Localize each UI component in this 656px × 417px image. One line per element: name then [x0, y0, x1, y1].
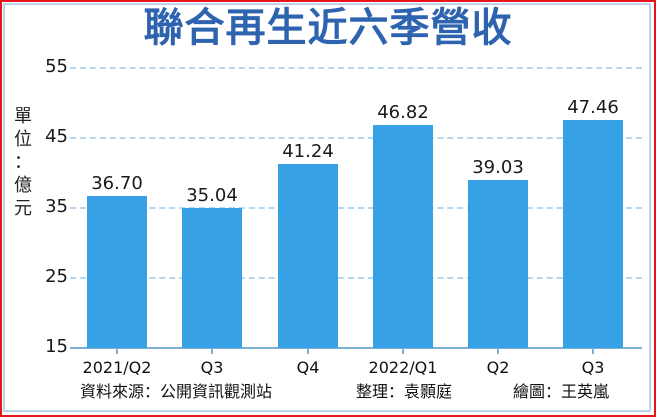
- x-axis-baseline: [70, 347, 642, 349]
- y-axis-label-char: 位: [14, 129, 32, 150]
- editor-credit: 整理：袁顥庭: [356, 382, 453, 401]
- x-tick-mark: [307, 349, 309, 354]
- x-tick-mark: [497, 349, 499, 354]
- x-tick-mark: [211, 349, 213, 354]
- inner-frame: [3, 3, 651, 412]
- y-tick-25: 25: [45, 266, 68, 287]
- value-label: 36.70: [91, 173, 143, 194]
- bar-2022-q3: [563, 120, 623, 348]
- value-label: 35.04: [186, 185, 238, 206]
- x-tick-mark: [402, 349, 404, 354]
- source-credit: 資料來源：公開資訊觀測站: [80, 382, 273, 401]
- value-label: 46.82: [377, 102, 429, 123]
- y-axis-label: 單 位 ： 億 元: [12, 105, 34, 220]
- y-tick-35: 35: [45, 196, 68, 217]
- y-axis-label-char: ：: [14, 152, 32, 173]
- x-tick-mark: [116, 349, 118, 354]
- y-axis-label-char: 億: [14, 175, 32, 196]
- x-label: 2021/Q2: [82, 358, 152, 377]
- x-label: Q3: [581, 358, 605, 377]
- bar-2021-q4: [278, 164, 338, 348]
- bar-2021-q3: [182, 208, 242, 348]
- x-label: 2022/Q1: [368, 358, 438, 377]
- x-label: Q3: [200, 358, 224, 377]
- artist-credit: 繪圖：王英嵐: [513, 382, 610, 401]
- y-tick-45: 45: [45, 126, 68, 147]
- x-label: Q4: [296, 358, 320, 377]
- y-axis-label-char: 元: [14, 198, 32, 219]
- gridline-35: [70, 207, 642, 209]
- bar-2021-q2: [87, 196, 147, 348]
- chart-title: 聯合再生近六季營收: [143, 5, 513, 51]
- bar-2022-q1: [373, 125, 433, 348]
- value-label: 41.24: [282, 141, 334, 162]
- y-tick-15: 15: [45, 336, 68, 357]
- y-axis-label-char: 單: [14, 106, 32, 127]
- x-label: Q2: [486, 358, 510, 377]
- value-label: 47.46: [567, 97, 619, 118]
- x-tick-mark: [592, 349, 594, 354]
- bar-2022-q2: [468, 180, 528, 348]
- gridline-25: [70, 277, 642, 279]
- value-label: 39.03: [472, 157, 524, 178]
- gridline-55: [70, 67, 642, 69]
- gridline-45: [70, 137, 642, 139]
- y-tick-55: 55: [45, 56, 68, 77]
